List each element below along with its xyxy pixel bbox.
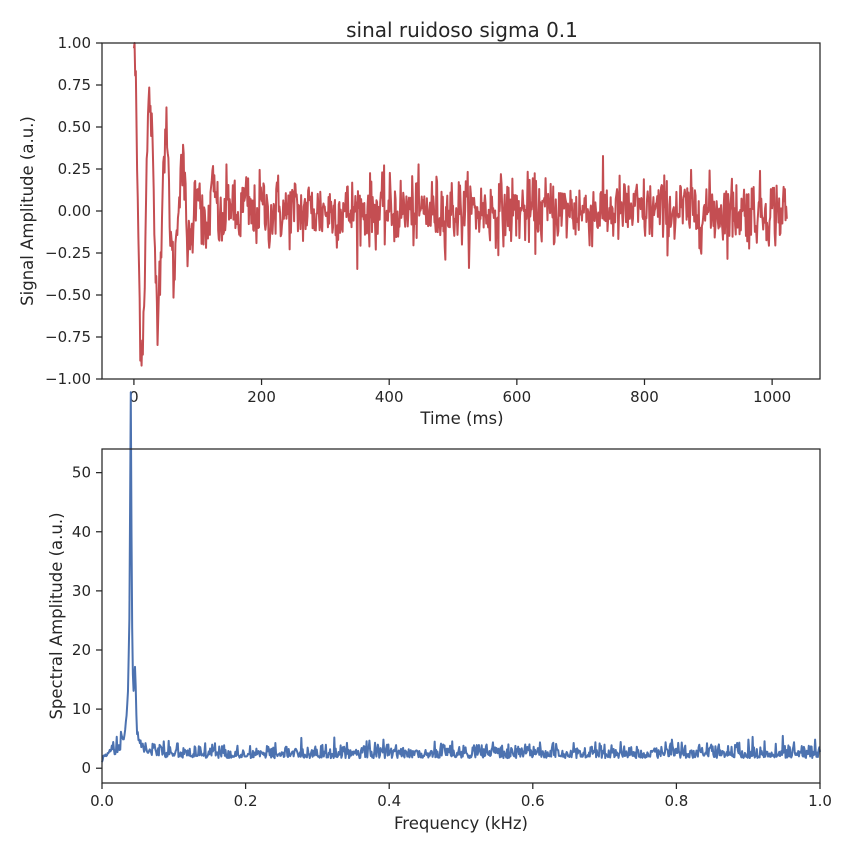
x-tick-label: 0.4 bbox=[377, 792, 401, 810]
x-tick-label: 400 bbox=[375, 388, 404, 406]
signal-x-axis-label: Time (ms) bbox=[419, 409, 503, 428]
y-tick-label: 0.25 bbox=[58, 160, 91, 178]
x-tick-label: 1.0 bbox=[808, 792, 832, 810]
spectrum-axis-ticks: 0.0 0.2 0.4 0.6 0.8 1.0 0 10 20 30 40 50 bbox=[72, 464, 832, 810]
x-tick-label: 0.2 bbox=[234, 792, 258, 810]
y-tick-label: 50 bbox=[72, 464, 91, 482]
signal-axis-ticks: 0 200 400 600 800 1000 1.00 0.75 0.50 0.25 0.00 −0.… bbox=[45, 34, 791, 406]
x-tick-label: 600 bbox=[503, 388, 532, 406]
x-tick-label: 0.6 bbox=[521, 792, 545, 810]
x-tick-label: 800 bbox=[630, 388, 659, 406]
x-tick-label: 0.8 bbox=[664, 792, 688, 810]
y-tick-label: −1.00 bbox=[45, 370, 91, 388]
y-tick-label: −0.75 bbox=[45, 328, 91, 346]
spectrum-series-line bbox=[101, 391, 821, 763]
signal-panel: sinal ruidoso sigma 0.1 0 200 400 600 800 100… bbox=[18, 18, 821, 428]
y-tick-label: 0.75 bbox=[58, 76, 91, 94]
y-tick-label: 0.50 bbox=[58, 118, 91, 136]
x-tick-label: 1000 bbox=[753, 388, 791, 406]
x-tick-label: 200 bbox=[247, 388, 276, 406]
y-tick-label: 0 bbox=[81, 759, 91, 777]
y-tick-label: −0.25 bbox=[45, 244, 91, 262]
spectrum-panel: 0.0 0.2 0.4 0.6 0.8 1.0 0 10 20 30 40 50 Frequency … bbox=[47, 391, 832, 833]
signal-series-line bbox=[132, 42, 788, 367]
spectrum-x-axis-label: Frequency (kHz) bbox=[394, 814, 528, 833]
y-tick-label: 0.00 bbox=[58, 202, 91, 220]
spectrum-y-axis-label: Spectral Amplitude (a.u.) bbox=[47, 512, 66, 719]
x-tick-label: 0.0 bbox=[90, 792, 114, 810]
y-tick-label: 20 bbox=[72, 641, 91, 659]
y-tick-label: 40 bbox=[72, 523, 91, 541]
x-tick-label: 0 bbox=[129, 388, 139, 406]
y-tick-label: 30 bbox=[72, 582, 91, 600]
spectrum-axes-frame bbox=[101, 448, 821, 784]
y-tick-label: 10 bbox=[72, 700, 91, 718]
y-tick-label: −0.50 bbox=[45, 286, 91, 304]
chart-title: sinal ruidoso sigma 0.1 bbox=[346, 18, 578, 42]
signal-y-axis-label: Signal Amplitude (a.u.) bbox=[18, 116, 37, 306]
signal-axes-frame bbox=[101, 42, 821, 380]
y-tick-label: 1.00 bbox=[58, 34, 91, 52]
